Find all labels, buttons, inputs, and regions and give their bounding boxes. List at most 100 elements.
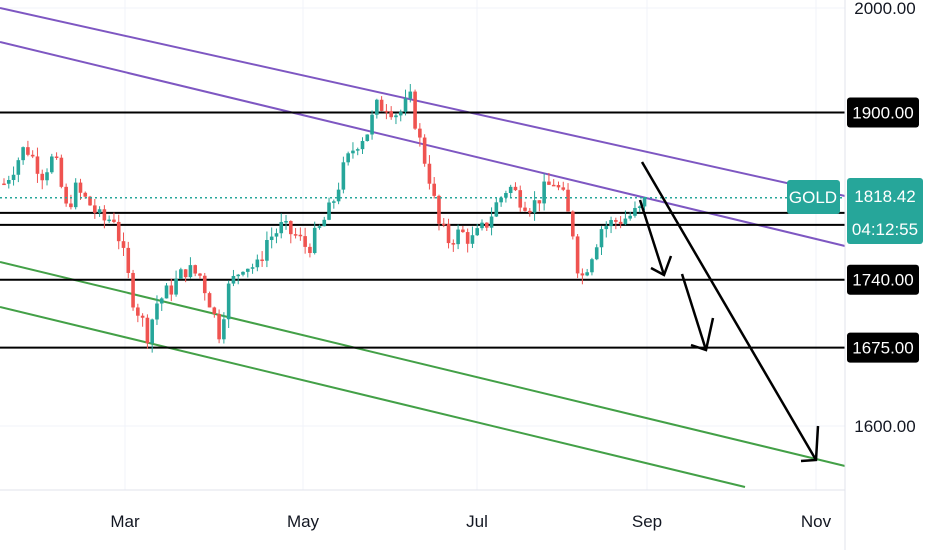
forecast-arrows	[638, 161, 820, 463]
candle	[198, 272, 202, 280]
time-tick-label: May	[287, 512, 320, 531]
upper-channel-line-1	[0, 7, 846, 197]
candle	[585, 268, 589, 277]
candle	[279, 213, 284, 239]
price-tick-label: 2000.00	[854, 0, 915, 18]
candle	[633, 201, 637, 218]
candle	[475, 223, 480, 237]
candle	[69, 194, 73, 210]
candle	[183, 269, 188, 283]
candle	[508, 184, 513, 199]
candle	[432, 177, 436, 199]
candle	[398, 109, 403, 122]
candle	[241, 271, 245, 277]
candle	[575, 234, 580, 279]
candle	[217, 309, 221, 344]
candle	[441, 218, 446, 228]
channel-lines	[0, 7, 846, 488]
level-label-3: 1675.00	[847, 332, 919, 363]
candle	[413, 89, 417, 130]
candle	[179, 267, 183, 280]
candle	[6, 175, 11, 189]
candle	[370, 110, 374, 140]
candle	[456, 224, 460, 250]
candle	[618, 216, 623, 229]
candle	[528, 207, 532, 217]
candle	[255, 254, 260, 272]
candle	[289, 220, 293, 244]
time-tick-label: Nov	[801, 512, 832, 531]
candle	[394, 113, 398, 125]
level-label-text: 1900.00	[852, 104, 913, 123]
candle	[107, 215, 111, 223]
candle	[571, 210, 575, 240]
candle	[269, 227, 274, 249]
candle	[637, 205, 642, 213]
forecast-arrow-3-head	[800, 425, 820, 463]
candle	[265, 231, 269, 268]
candle	[131, 269, 135, 311]
candle	[40, 169, 45, 190]
last-price-value: 1818.42	[854, 187, 915, 206]
candle	[293, 228, 298, 239]
candle	[628, 211, 632, 221]
price-tick-label: 1600.00	[854, 417, 915, 436]
candle	[284, 215, 288, 230]
candle	[408, 84, 413, 103]
candle	[384, 104, 389, 120]
candle	[169, 278, 174, 302]
candle	[21, 146, 25, 165]
candle	[50, 153, 54, 174]
candle	[188, 257, 193, 279]
candle	[260, 251, 264, 267]
candle	[360, 137, 365, 154]
candle	[140, 313, 145, 327]
candle	[303, 227, 307, 254]
candle	[59, 154, 64, 189]
candle	[116, 214, 121, 250]
candle	[556, 181, 561, 191]
candle	[226, 280, 231, 329]
symbol-label: GOLD	[789, 188, 837, 207]
candle	[202, 272, 207, 301]
candle	[532, 191, 537, 221]
candle	[389, 106, 393, 120]
candle	[30, 150, 35, 159]
forecast-arrow-3	[640, 161, 818, 461]
candle	[97, 206, 102, 217]
candle	[159, 297, 164, 311]
level-label-0: 1900.00	[847, 97, 919, 128]
candle	[446, 218, 451, 249]
candle	[489, 207, 494, 236]
candle	[351, 142, 355, 159]
candle	[145, 314, 150, 349]
candle	[355, 147, 360, 156]
candle	[542, 173, 546, 211]
candle	[250, 263, 255, 274]
price-axis[interactable]: 2000.00 1600.00	[854, 0, 915, 436]
candle	[365, 134, 370, 142]
time-tick-label: Sep	[632, 512, 662, 531]
candle	[551, 179, 556, 187]
candle	[64, 183, 68, 207]
candle	[599, 226, 604, 255]
candle	[590, 257, 594, 276]
candle	[236, 273, 241, 285]
candle	[642, 196, 647, 211]
candle	[604, 221, 609, 238]
symbol-tag-bg	[787, 180, 840, 214]
candle	[437, 194, 441, 231]
candle	[274, 228, 279, 244]
candle	[451, 239, 456, 252]
candle	[332, 199, 336, 209]
candle	[112, 212, 116, 224]
candle	[231, 269, 236, 287]
forecast-arrow-1	[638, 199, 666, 276]
candle	[155, 295, 159, 325]
candle	[561, 181, 566, 192]
candle	[136, 303, 140, 323]
time-axis[interactable]: Mar May Jul Sep Nov	[110, 512, 831, 531]
candle	[422, 134, 427, 167]
candle	[480, 219, 484, 231]
